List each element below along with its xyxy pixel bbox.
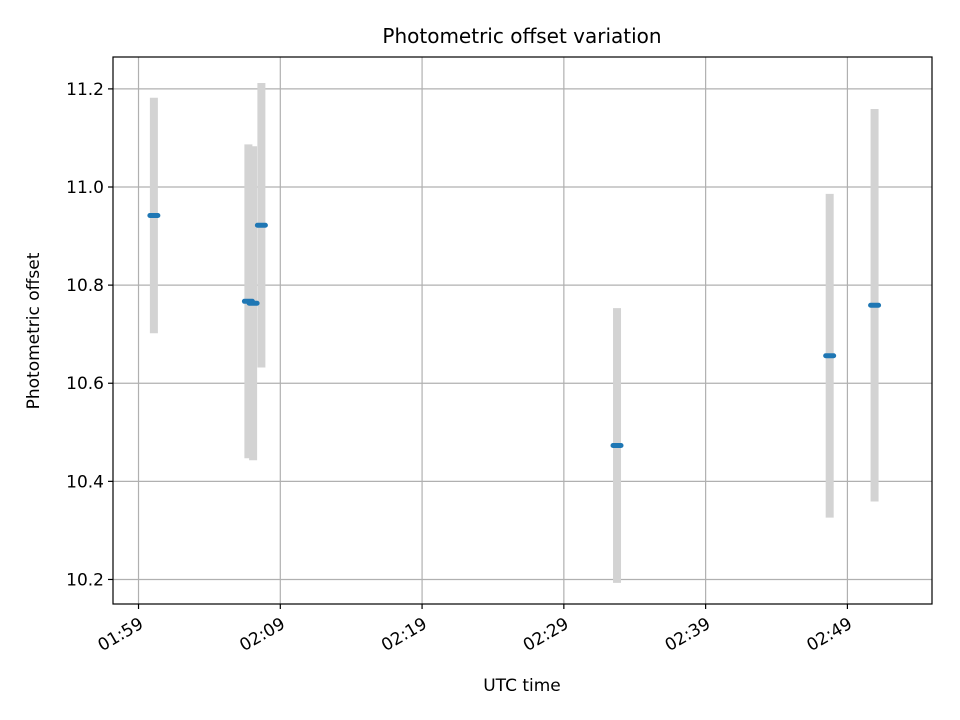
y-tick-label: 10.4 (66, 472, 104, 492)
x-tick-label: 02:49 (803, 614, 855, 656)
chart-title: Photometric offset variation (382, 24, 661, 48)
y-axis: 10.2 10.4 10.6 10.8 11.0 11.2 (66, 80, 113, 590)
x-tick-label: 02:09 (236, 614, 288, 656)
x-axis: 01:59 02:09 02:19 02:29 02:39 02:49 (95, 604, 856, 656)
error-bars (149, 83, 879, 583)
x-tick-label: 02:39 (662, 614, 714, 656)
x-tick-label: 02:19 (378, 614, 430, 656)
grid (113, 57, 932, 604)
y-tick-label: 11.0 (66, 178, 104, 198)
y-tick-label: 10.2 (66, 570, 104, 590)
y-tick-label: 11.2 (66, 80, 104, 100)
data-points (147, 212, 882, 449)
plot-area (112, 56, 933, 605)
y-axis-label: Photometric offset (24, 252, 44, 409)
x-axis-label: UTC time (483, 676, 561, 696)
y-tick-label: 10.6 (66, 374, 104, 394)
x-tick-label: 01:59 (95, 614, 147, 656)
x-tick-label: 02:29 (520, 614, 572, 656)
y-tick-label: 10.8 (66, 276, 104, 296)
